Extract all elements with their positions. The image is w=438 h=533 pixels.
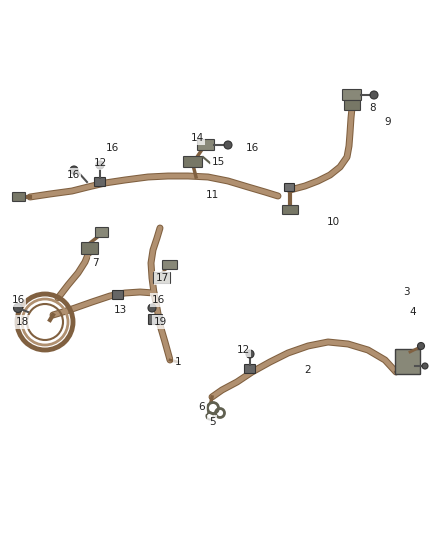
Circle shape <box>370 91 378 99</box>
Text: 5: 5 <box>208 417 215 427</box>
Text: 16: 16 <box>106 143 119 153</box>
FancyBboxPatch shape <box>198 140 215 150</box>
Text: 10: 10 <box>326 217 339 227</box>
Circle shape <box>14 303 22 312</box>
Text: 12: 12 <box>237 345 250 355</box>
Circle shape <box>224 141 232 149</box>
Text: 16: 16 <box>245 143 258 153</box>
Circle shape <box>96 161 104 169</box>
Text: 16: 16 <box>67 170 80 180</box>
FancyBboxPatch shape <box>345 101 360 110</box>
FancyBboxPatch shape <box>148 314 162 325</box>
FancyBboxPatch shape <box>95 228 109 238</box>
Text: 9: 9 <box>385 117 391 127</box>
FancyBboxPatch shape <box>285 183 294 191</box>
Text: 16: 16 <box>152 295 165 305</box>
FancyBboxPatch shape <box>343 90 361 101</box>
Circle shape <box>422 363 428 369</box>
FancyBboxPatch shape <box>162 261 177 270</box>
Text: 7: 7 <box>92 258 98 268</box>
Text: 11: 11 <box>205 190 219 200</box>
Circle shape <box>148 304 156 312</box>
Text: 8: 8 <box>370 103 376 113</box>
Text: 3: 3 <box>403 287 410 297</box>
Text: 13: 13 <box>113 305 127 315</box>
FancyBboxPatch shape <box>184 157 202 167</box>
FancyBboxPatch shape <box>13 192 25 201</box>
FancyBboxPatch shape <box>244 365 255 374</box>
Text: 16: 16 <box>11 295 25 305</box>
Circle shape <box>246 350 254 358</box>
FancyBboxPatch shape <box>113 290 124 300</box>
FancyBboxPatch shape <box>153 272 170 284</box>
Text: 6: 6 <box>199 402 205 412</box>
Text: 17: 17 <box>155 273 169 283</box>
Text: 1: 1 <box>175 357 181 367</box>
Text: 4: 4 <box>410 307 416 317</box>
FancyBboxPatch shape <box>95 177 106 187</box>
Text: 18: 18 <box>15 317 28 327</box>
FancyBboxPatch shape <box>81 243 99 254</box>
Text: 2: 2 <box>305 365 311 375</box>
Text: 19: 19 <box>153 317 166 327</box>
Text: 15: 15 <box>212 157 225 167</box>
Circle shape <box>70 166 78 174</box>
Text: 14: 14 <box>191 133 204 143</box>
Circle shape <box>417 343 424 350</box>
FancyBboxPatch shape <box>396 350 420 375</box>
FancyBboxPatch shape <box>283 206 299 214</box>
Text: 12: 12 <box>93 158 106 168</box>
